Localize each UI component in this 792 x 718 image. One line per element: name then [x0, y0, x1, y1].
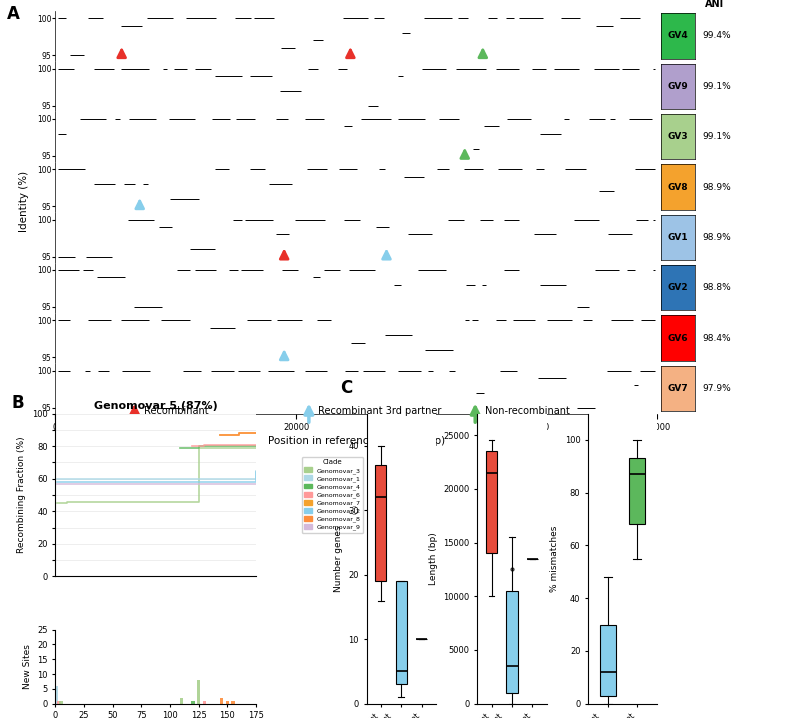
Text: Recombinant 3rd partner: Recombinant 3rd partner	[318, 406, 442, 416]
Text: GV8: GV8	[668, 182, 688, 192]
Text: 99.1%: 99.1%	[703, 132, 731, 141]
Bar	[55, 686, 59, 704]
Y-axis label: Number genes: Number genes	[333, 526, 343, 592]
Text: 97.9%: 97.9%	[703, 384, 731, 393]
Text: GV1: GV1	[668, 233, 688, 242]
Text: GV6: GV6	[668, 334, 688, 342]
X-axis label: Position in reference genome (bp): Position in reference genome (bp)	[268, 437, 445, 447]
Text: 98.8%: 98.8%	[703, 283, 731, 292]
Y-axis label: New Sites: New Sites	[23, 644, 32, 689]
Text: Identity (%): Identity (%)	[19, 170, 29, 232]
Text: GV4: GV4	[668, 32, 688, 40]
PathPatch shape	[629, 458, 645, 524]
Bar	[57, 701, 61, 704]
PathPatch shape	[486, 451, 497, 554]
PathPatch shape	[600, 625, 616, 696]
Bar	[203, 701, 206, 704]
Text: 98.4%: 98.4%	[703, 334, 731, 342]
Bar	[180, 698, 183, 704]
PathPatch shape	[395, 581, 407, 684]
Text: GV9: GV9	[668, 82, 688, 90]
Bar	[231, 701, 234, 704]
Text: ANI: ANI	[705, 0, 724, 9]
Text: 99.1%: 99.1%	[703, 82, 731, 90]
Text: B: B	[11, 394, 24, 412]
Bar	[59, 701, 63, 704]
Text: 98.9%: 98.9%	[703, 182, 731, 192]
Bar	[226, 701, 229, 704]
Text: GV2: GV2	[668, 283, 688, 292]
Text: Non-recombinant: Non-recombinant	[485, 406, 569, 416]
Bar	[191, 701, 195, 704]
Legend: Genomovar_3, Genomovar_1, Genomovar_4, Genomovar_6, Genomovar_7, Genomovar_2, Ge: Genomovar_3, Genomovar_1, Genomovar_4, G…	[302, 457, 364, 533]
PathPatch shape	[375, 465, 386, 581]
Text: 98.9%: 98.9%	[703, 233, 731, 242]
Bar	[220, 698, 223, 704]
Text: A: A	[7, 5, 20, 23]
Title: Genomovar 5 (87%): Genomovar 5 (87%)	[93, 401, 218, 411]
Y-axis label: % mismatches: % mismatches	[550, 526, 559, 592]
PathPatch shape	[506, 591, 517, 693]
Text: 99.4%: 99.4%	[703, 32, 731, 40]
Y-axis label: Recombining Fraction (%): Recombining Fraction (%)	[17, 437, 26, 554]
Text: C: C	[341, 379, 352, 397]
Text: GV7: GV7	[668, 384, 688, 393]
Y-axis label: Length (bp): Length (bp)	[429, 532, 438, 585]
Text: GV3: GV3	[668, 132, 688, 141]
Text: Recombinant: Recombinant	[144, 406, 209, 416]
Bar	[197, 680, 200, 704]
